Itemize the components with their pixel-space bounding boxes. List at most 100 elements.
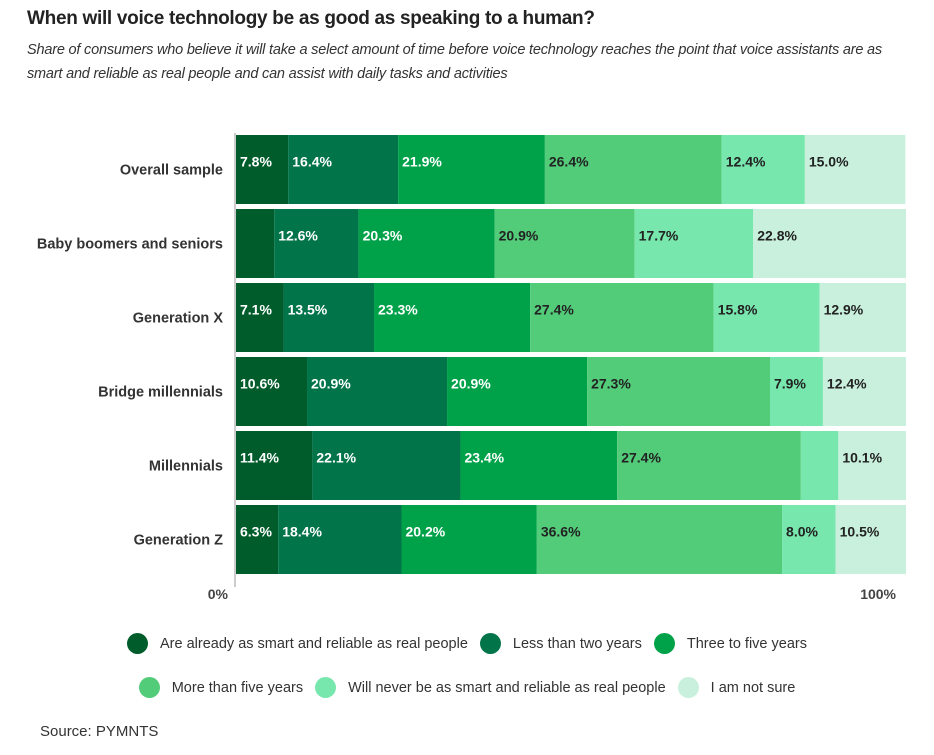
- bar-segment: [587, 357, 770, 426]
- data-label: 12.6%: [278, 228, 318, 244]
- bar-segment: [374, 283, 531, 352]
- bar-segment: [236, 209, 275, 278]
- bar-segment: [358, 209, 495, 278]
- x-tick-label: 100%: [860, 586, 896, 602]
- bar-segment: [800, 431, 839, 500]
- data-label: 20.9%: [499, 228, 539, 244]
- bar-segment: [283, 283, 375, 352]
- legend-item: Will never be as smart and reliable as r…: [315, 677, 666, 698]
- legend-row-1: Are already as smart and reliable as rea…: [0, 633, 934, 654]
- bar-segment: [236, 283, 284, 352]
- data-label: 27.4%: [534, 302, 574, 318]
- category-label: Bridge millennials: [98, 385, 223, 401]
- data-label: 10.1%: [842, 450, 882, 466]
- legend-swatch-icon: [127, 633, 149, 654]
- data-label: 7.9%: [774, 376, 806, 392]
- bar-segment: [713, 283, 820, 352]
- legend-swatch-icon: [479, 633, 501, 654]
- bar-segment: [236, 431, 313, 500]
- legend-label: I am not sure: [710, 679, 796, 696]
- legend-item: Less than two years: [479, 633, 642, 654]
- x-tick-label: 0%: [208, 586, 229, 602]
- data-label: 20.3%: [363, 228, 403, 244]
- data-label: 12.4%: [827, 376, 867, 392]
- data-label: 15.0%: [809, 154, 849, 170]
- data-label: 17.7%: [639, 228, 679, 244]
- legend-row-2: More than five years Will never be as sma…: [0, 677, 934, 698]
- legend-item: More than five years: [138, 677, 304, 698]
- bar-segment: [494, 209, 635, 278]
- data-label: 15.8%: [718, 302, 758, 318]
- stacked-bar-chart: Overall sample 7.8% 16.4% 21.9% 26.4% 12.4% 15…: [37, 133, 906, 602]
- legend-label: Are already as smart and reliable as rea…: [160, 635, 468, 652]
- chart-title: When will voice technology be as good as…: [27, 8, 595, 29]
- bar-segment: [307, 357, 448, 426]
- data-label: 7.8%: [240, 154, 272, 170]
- bar-segment: [838, 431, 906, 500]
- data-label: 11.4%: [240, 450, 279, 466]
- data-label: 7.1%: [240, 302, 272, 318]
- data-label: 6.3%: [240, 524, 272, 540]
- bar-segment: [236, 135, 289, 204]
- bar-segment: [536, 505, 783, 574]
- data-label: 36.6%: [541, 524, 581, 540]
- data-label: 12.4%: [726, 154, 766, 170]
- legend-swatch-icon: [677, 677, 699, 698]
- data-label: 21.9%: [402, 154, 442, 170]
- bar-segment: [835, 505, 906, 574]
- bar-segment: [530, 283, 714, 352]
- bar-segment: [822, 357, 906, 426]
- data-label: 23.4%: [464, 450, 504, 466]
- data-label: 22.1%: [316, 450, 356, 466]
- bar-segment: [804, 135, 906, 204]
- category-label: Generation Z: [134, 533, 224, 549]
- bar-segment: [312, 431, 461, 500]
- category-label: Generation X: [133, 311, 224, 327]
- data-label: 16.4%: [292, 154, 332, 170]
- data-label: 10.5%: [840, 524, 880, 540]
- bar-segment: [460, 431, 618, 500]
- data-label: 22.8%: [757, 228, 797, 244]
- bar-segment: [782, 505, 836, 574]
- bar-segment: [274, 209, 359, 278]
- bar-segment: [278, 505, 402, 574]
- data-label: 8.0%: [786, 524, 818, 540]
- data-label: 18.4%: [282, 524, 322, 540]
- bar-segment: [447, 357, 588, 426]
- data-label: 12.9%: [824, 302, 864, 318]
- data-label: 27.4%: [621, 450, 661, 466]
- data-label: 23.3%: [378, 302, 418, 318]
- bar-segment: [401, 505, 537, 574]
- data-label: 27.3%: [591, 376, 631, 392]
- legend-item: Three to five years: [653, 633, 807, 654]
- data-label: 26.4%: [549, 154, 589, 170]
- bar-segment: [236, 357, 308, 426]
- bar-segment: [617, 431, 801, 500]
- bar-segment: [544, 135, 722, 204]
- legend-label: More than five years: [171, 679, 304, 696]
- bar-segment: [236, 505, 279, 574]
- legend-label: Will never be as smart and reliable as r…: [348, 679, 666, 696]
- bar-segment: [721, 135, 805, 204]
- data-label: 10.6%: [240, 376, 280, 392]
- data-label: 13.5%: [288, 302, 328, 318]
- legend-swatch-icon: [653, 633, 675, 654]
- legend-item: Are already as smart and reliable as rea…: [127, 633, 468, 654]
- bar-segment: [769, 357, 823, 426]
- bar-segment: [819, 283, 906, 352]
- source-note: Source: PYMNTS: [40, 723, 159, 740]
- bar-segment: [398, 135, 545, 204]
- category-label: Overall sample: [120, 163, 223, 179]
- bar-segment: [753, 209, 906, 278]
- chart-subtitle: Share of consumers who believe it will t…: [27, 42, 882, 82]
- data-label: 20.9%: [451, 376, 491, 392]
- legend-swatch-icon: [138, 677, 160, 698]
- category-label: Baby boomers and seniors: [37, 237, 223, 253]
- legend-item: I am not sure: [677, 677, 796, 698]
- data-label: 20.2%: [405, 524, 445, 540]
- legend-label: Less than two years: [512, 635, 642, 652]
- legend-swatch-icon: [315, 677, 337, 698]
- data-label: 20.9%: [311, 376, 351, 392]
- bar-segment: [288, 135, 399, 204]
- legend-label: Three to five years: [686, 635, 807, 652]
